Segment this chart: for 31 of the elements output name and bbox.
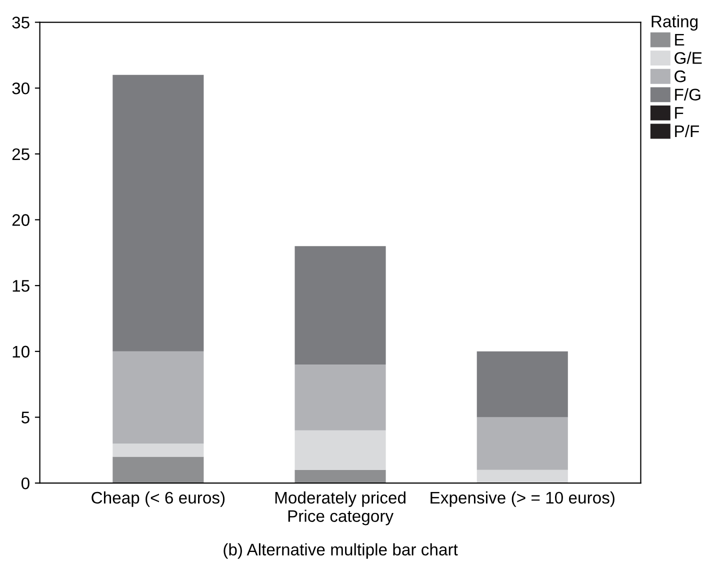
bar xyxy=(294,246,386,365)
y-tick-label: 20 xyxy=(12,214,30,226)
y-tick-label: 25 xyxy=(12,148,30,160)
y-tick-label: 5 xyxy=(21,412,30,424)
bar xyxy=(112,74,204,352)
bar xyxy=(112,444,204,457)
bar xyxy=(476,417,568,470)
x-tick-label: Cheap (< 6 euros) xyxy=(92,491,225,507)
x-axis-title: Price category xyxy=(288,510,394,526)
bar xyxy=(112,456,204,484)
x-tick-label: Moderately priced xyxy=(275,491,406,507)
bar xyxy=(476,351,568,418)
bar xyxy=(294,364,386,430)
bar xyxy=(294,470,386,484)
legend-label: F xyxy=(675,107,684,119)
y-tick-label: 15 xyxy=(12,280,30,292)
text: (b) Alternative multiple bar chart xyxy=(224,543,458,559)
legend-label: E xyxy=(675,34,684,46)
y-tick-label: 10 xyxy=(12,346,30,358)
legend-title: Rating xyxy=(652,15,698,31)
bar xyxy=(294,430,386,470)
y-tick-label: 35 xyxy=(12,16,30,28)
bar xyxy=(112,351,204,444)
bar xyxy=(476,470,568,484)
legend-label: G/E xyxy=(674,52,702,64)
legend-label: F/G xyxy=(675,88,700,101)
legend-label: G xyxy=(674,70,686,82)
x-tick-label: Expensive (> = 10 euros) xyxy=(430,491,614,507)
y-tick-label: 30 xyxy=(12,82,30,94)
legend-label: P/F xyxy=(675,124,700,138)
y-tick-label: 0 xyxy=(21,477,30,490)
